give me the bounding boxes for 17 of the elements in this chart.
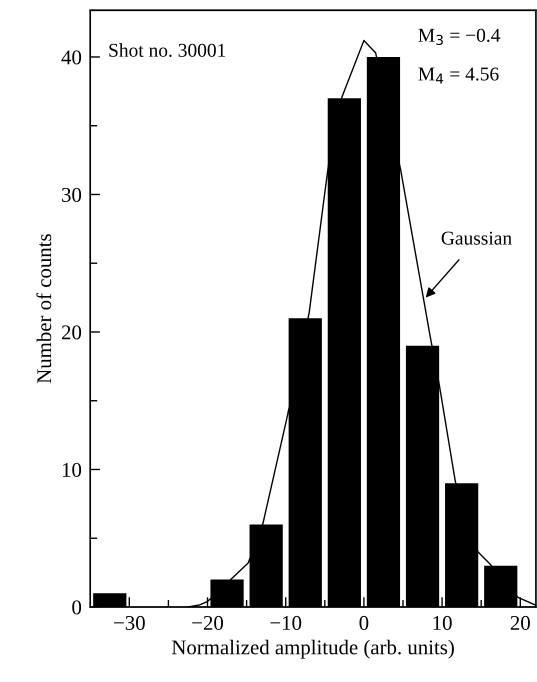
annotation: M$_{4}$ = 4.56: [418, 68, 499, 84]
y-axis-title: Number of counts: [36, 234, 52, 384]
x-tick-label: 10: [434, 616, 452, 630]
x-axis-title: Normalized amplitude (arb. units): [172, 640, 454, 659]
y-tick-label: 0: [72, 600, 82, 614]
x-tick-label: 0: [359, 616, 368, 630]
x-tick-label: −20: [192, 616, 224, 630]
y-tick-label: 40: [61, 50, 82, 64]
x-tick-label: 20: [510, 616, 530, 630]
annotation: Shot no. 30001: [109, 43, 226, 57]
x-tick-label: −10: [270, 616, 302, 630]
annotation: M$_{3}$ = −0.4: [418, 28, 500, 46]
annotation: Gaussian: [442, 232, 512, 245]
y-tick-label: 30: [62, 188, 82, 202]
x-tick-label: −30: [114, 616, 145, 630]
y-tick-label: 10: [62, 462, 82, 477]
y-tick-label: 20: [62, 325, 82, 340]
